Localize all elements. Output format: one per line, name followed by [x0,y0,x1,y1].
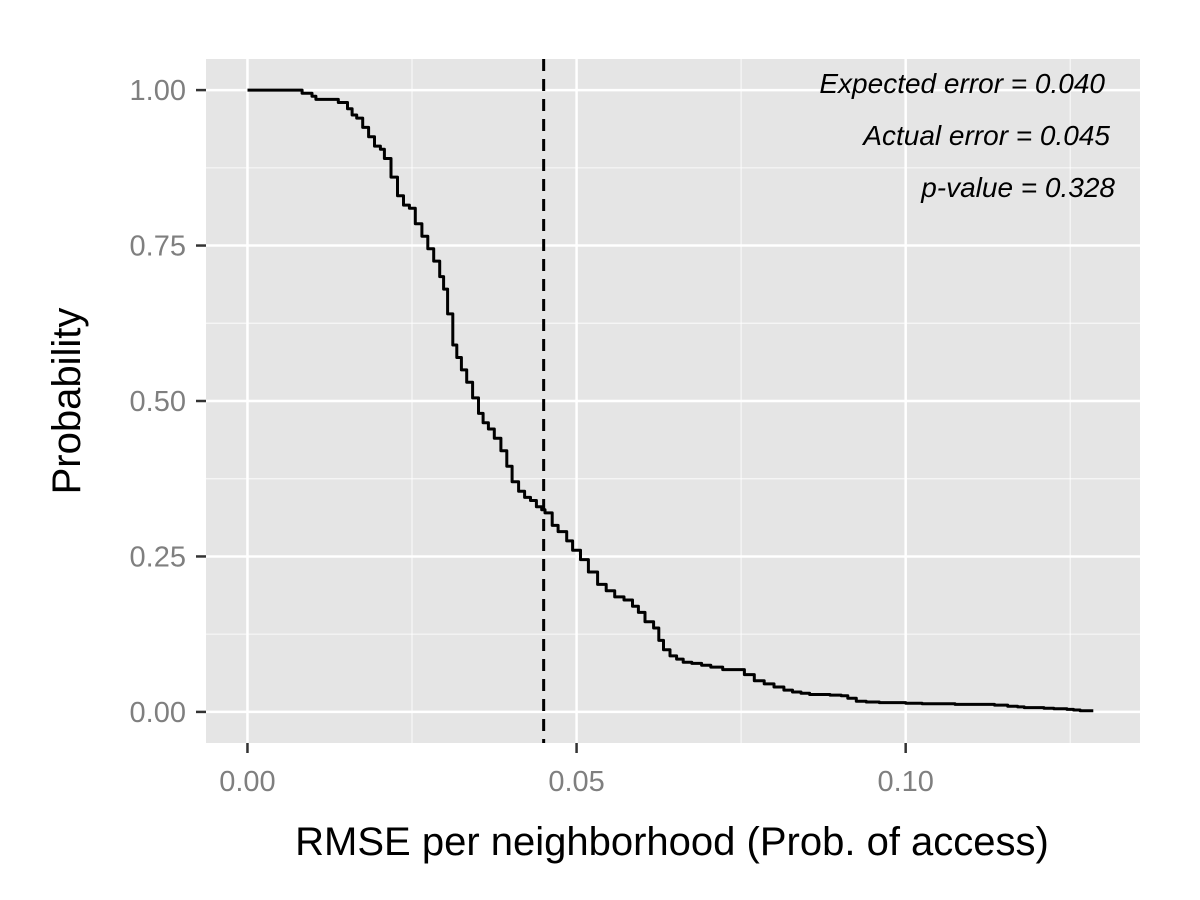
x-axis-title: RMSE per neighborhood (Prob. of access) [295,820,1049,864]
x-tick-label: 0.05 [548,766,604,798]
y-axis-title: Probability [45,308,89,495]
axis-ticks [196,88,907,753]
survival-curve-line [247,88,1094,713]
annotation-actual-error: Actual error = 0.045 [861,120,1110,151]
major-gridlines [206,59,1140,743]
tick-labels: 0.00 0.05 0.10 0.00 0.25 0.50 0.75 1.00 [130,75,934,798]
y-tick-label: 0.50 [130,386,186,418]
x-tick-label: 0.10 [877,766,933,798]
y-tick-label: 0.00 [130,697,186,729]
y-tick-label: 1.00 [130,75,186,107]
annotation-p-value: p-value = 0.328 [920,172,1115,203]
x-tick-label: 0.00 [219,766,275,798]
y-tick-label: 0.75 [130,231,186,263]
y-tick-label: 0.25 [130,541,186,573]
annotation-expected-error: Expected error = 0.040 [819,68,1105,99]
